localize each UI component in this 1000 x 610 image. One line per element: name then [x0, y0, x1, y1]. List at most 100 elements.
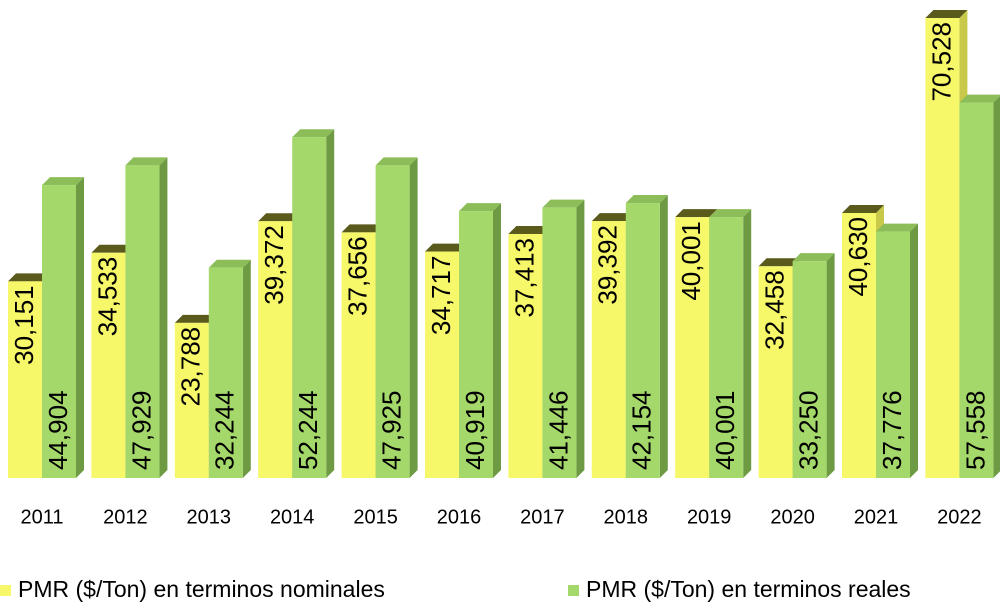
bar-side [409, 157, 418, 479]
value-label: 44,904 [43, 390, 73, 470]
bar-top [174, 314, 217, 323]
bar-side [493, 203, 501, 479]
bar-side [159, 157, 168, 478]
x-tick-label: 2019 [687, 506, 732, 528]
value-label: 40,630 [843, 217, 873, 297]
value-label: 70,528 [926, 22, 956, 102]
bar-front [675, 217, 710, 478]
bar [125, 157, 168, 478]
bar-top [709, 209, 752, 218]
bar-top [542, 199, 585, 208]
bar-front [8, 281, 42, 478]
value-label: 33,250 [793, 390, 823, 470]
value-label: 37,776 [877, 390, 907, 470]
bar-top [459, 203, 501, 212]
bar-side [326, 129, 335, 478]
x-tick-label: 2016 [437, 506, 482, 528]
bar-front [508, 233, 543, 478]
bar-front [42, 185, 76, 479]
value-label: 39,372 [259, 225, 289, 305]
value-label: 41,446 [543, 390, 573, 470]
bar-top [925, 10, 968, 18]
x-tick-label: 2020 [770, 506, 815, 528]
bar [709, 209, 752, 478]
bar-front [876, 231, 910, 478]
bar-front [292, 137, 327, 478]
value-label: 47,929 [126, 390, 156, 470]
value-label: 34,533 [92, 257, 122, 337]
bar-side [826, 253, 835, 478]
bar-top [959, 94, 1000, 103]
bar [42, 177, 84, 479]
bar [542, 199, 585, 478]
value-label: 23,788 [176, 327, 206, 407]
bar-top [292, 129, 335, 138]
bar [292, 129, 335, 478]
value-label: 42,154 [627, 390, 657, 470]
value-label: 34,717 [426, 256, 456, 336]
bar-front [758, 266, 793, 478]
bar-top [591, 213, 634, 222]
x-tick-label: 2014 [270, 506, 315, 528]
value-label: 37,413 [509, 238, 539, 318]
x-tick-label: 2021 [854, 506, 899, 528]
bar-side [659, 195, 668, 478]
bar-top [341, 224, 384, 233]
bar-side [76, 177, 84, 479]
bar [625, 195, 668, 478]
bar-top [91, 244, 134, 253]
bar-top [508, 225, 551, 234]
bar-side [576, 199, 585, 478]
bar-top [42, 177, 84, 186]
bar-front [174, 322, 209, 478]
value-label: 40,001 [676, 221, 706, 301]
legend-swatch [568, 585, 579, 596]
bar-top [258, 213, 301, 222]
bar-top [125, 157, 168, 166]
bar [459, 203, 501, 479]
bar-top [792, 253, 835, 262]
bar-side [242, 259, 251, 478]
bar [208, 259, 251, 478]
legend-label: PMR ($/Ton) en terminos reales [586, 576, 911, 602]
value-label: 39,392 [593, 225, 623, 305]
legend-label: PMR ($/Ton) en terminos nominales [18, 576, 385, 602]
bar [876, 223, 918, 478]
bar-front [425, 251, 459, 478]
bar-front [842, 213, 876, 478]
legend-swatch [0, 585, 11, 596]
bar-top [425, 243, 467, 252]
bar [959, 94, 1000, 478]
value-label: 47,925 [376, 390, 406, 470]
bar-top [842, 205, 884, 214]
value-label: 37,656 [342, 236, 372, 316]
bar-front [925, 18, 960, 478]
x-tick-label: 2018 [604, 506, 649, 528]
bar [375, 157, 418, 479]
bar-front [125, 165, 160, 478]
bar-front [542, 207, 577, 478]
value-label: 32,458 [759, 270, 789, 350]
bar-front [591, 221, 626, 478]
bar-front [258, 221, 293, 478]
x-tick-label: 2013 [187, 506, 232, 528]
x-tick-label: 2017 [520, 506, 565, 528]
value-label: 40,001 [710, 390, 740, 470]
bar-front [375, 165, 410, 479]
bar-top [208, 259, 251, 268]
bar-top [876, 223, 918, 232]
value-label: 52,244 [293, 390, 323, 470]
value-label: 57,558 [960, 390, 990, 470]
bar-side [910, 223, 918, 478]
bar-front [91, 252, 126, 478]
bar [792, 253, 835, 478]
bar-top [375, 157, 418, 166]
bar-top [758, 258, 801, 267]
x-tick-label: 2015 [353, 506, 398, 528]
value-label: 40,919 [460, 390, 490, 470]
bar-side [743, 209, 752, 478]
bar-front [341, 232, 376, 478]
bar-top [675, 209, 718, 218]
value-label: 32,244 [210, 390, 240, 470]
bar-front [792, 261, 827, 478]
